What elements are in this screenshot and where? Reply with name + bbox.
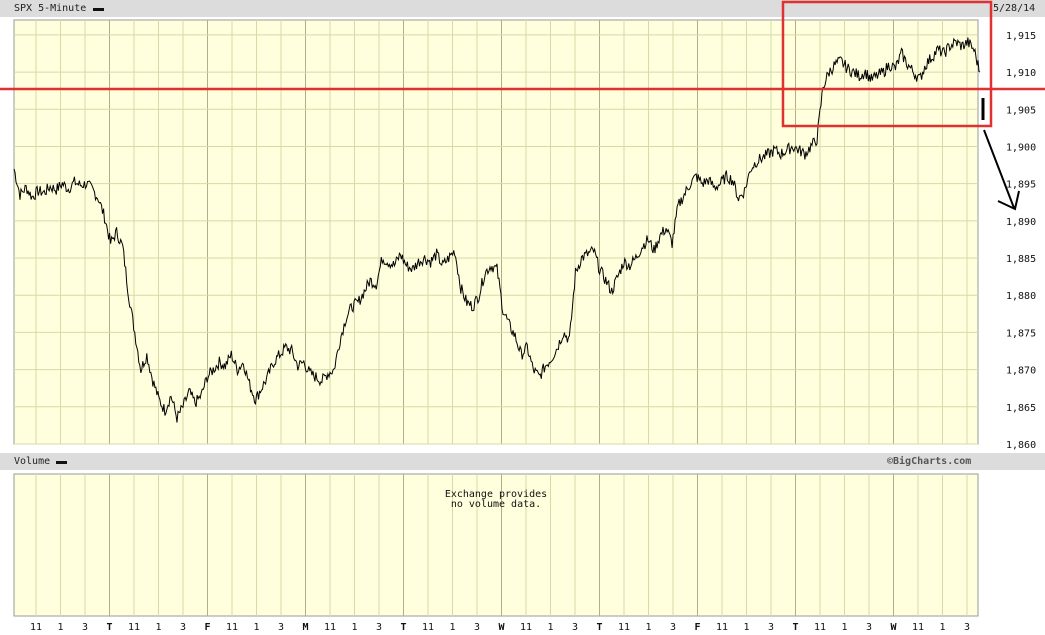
y-tick-label: 1,890 [1006, 217, 1036, 228]
x-tick-label: 3 [964, 622, 970, 633]
x-tick-label: 3 [768, 622, 774, 633]
x-tick-label: T [792, 622, 798, 633]
down-arrow [983, 129, 1015, 209]
volume-message-line2: no volume data. [451, 499, 541, 510]
x-tick-label: 3 [180, 622, 186, 633]
x-tick-label: 1 [57, 622, 63, 633]
y-tick-label: 1,900 [1006, 142, 1036, 153]
volume-label: Volume [14, 456, 51, 467]
x-tick-label: 1 [547, 622, 553, 633]
x-tick-label: 3 [572, 622, 578, 633]
x-tick-label: 11 [912, 622, 924, 633]
y-axis-ticks: 1,915 1,910 1,905 1,900 1,895 1,890 1,885 1,880… [1006, 31, 1036, 451]
volume-message-line1: Exchange provides [445, 489, 547, 500]
y-tick-label: 1,895 [1006, 180, 1036, 191]
price-plot-area [13, 19, 979, 445]
x-tick-label: 3 [82, 622, 88, 633]
x-axis-ticks: 11 1 3 T 11 1 3 F 11 1 3 M 11 1 3 T 11 1 3 W 11 1 3 T 11 1 3 F 11 1 3 T… [30, 622, 970, 633]
y-tick-label: 1,910 [1006, 68, 1036, 79]
highlight-box [781, 0, 993, 128]
y-tick-label: 1,915 [1006, 31, 1036, 42]
x-tick-label: 3 [670, 622, 676, 633]
y-tick-label: 1,865 [1006, 403, 1036, 414]
chart-date: 5/28/14 [993, 3, 1036, 14]
y-tick-label: 1,870 [1006, 366, 1036, 377]
down-arrow-head [997, 190, 1020, 211]
x-tick-label: 1 [939, 622, 945, 633]
x-tick-label: 11 [618, 622, 630, 633]
x-tick-label: T [400, 622, 406, 633]
x-tick-label: 11 [422, 622, 434, 633]
x-tick-label: 1 [841, 622, 847, 633]
y-tick-label: 1,875 [1006, 328, 1036, 339]
x-tick-label: 1 [351, 622, 357, 633]
x-tick-label: 1 [645, 622, 651, 633]
x-tick-label: W [890, 622, 897, 633]
volume-panel-header: Volume ©BigCharts.com [0, 453, 1045, 470]
y-tick-label: 1,860 [1006, 440, 1036, 451]
x-tick-label: 1 [449, 622, 455, 633]
x-tick-label: 11 [814, 622, 826, 633]
x-tick-label: 11 [324, 622, 336, 633]
x-tick-label: 11 [226, 622, 238, 633]
y-tick-label: 1,880 [1006, 291, 1036, 302]
x-tick-label: 3 [278, 622, 284, 633]
price-series-line [13, 37, 981, 423]
y-tick-label: 1,885 [1006, 254, 1036, 265]
volume-legend-swatch [56, 461, 67, 464]
y-tick-label: 1,905 [1006, 105, 1036, 116]
x-tick-label: T [106, 622, 112, 633]
copyright-label: ©BigCharts.com [887, 456, 972, 467]
x-tick-label: W [498, 622, 505, 633]
x-tick-label: T [596, 622, 602, 633]
x-tick-label: 11 [716, 622, 728, 633]
x-tick-label: 11 [128, 622, 140, 633]
x-tick-label: F [204, 622, 210, 633]
x-tick-label: F [694, 622, 700, 633]
x-tick-label: 3 [474, 622, 480, 633]
x-tick-label: 1 [155, 622, 161, 633]
horizontal-gridlines [14, 34, 978, 445]
x-tick-label: 3 [376, 622, 382, 633]
x-tick-label: M [302, 622, 308, 633]
x-tick-label: 11 [520, 622, 532, 633]
x-tick-label: 3 [866, 622, 872, 633]
legend-line-swatch [93, 8, 104, 11]
x-tick-label: 1 [743, 622, 749, 633]
x-tick-label: 1 [253, 622, 259, 633]
symbol-label: SPX 5-Minute [14, 3, 87, 14]
x-tick-label: 11 [30, 622, 42, 633]
volume-plot-area [13, 473, 979, 617]
